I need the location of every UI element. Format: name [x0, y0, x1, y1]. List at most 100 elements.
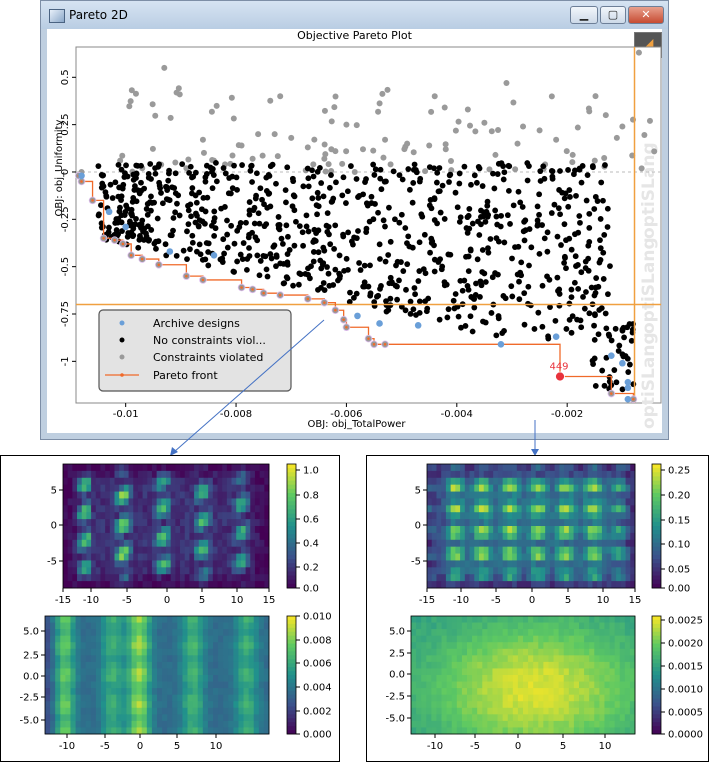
heatmap-cell — [238, 707, 244, 715]
feasible-point — [234, 186, 240, 193]
heatmap-cell — [172, 622, 178, 630]
heatmap-cell — [597, 567, 603, 575]
heatmap-cell — [540, 477, 546, 486]
feasible-point — [251, 220, 258, 227]
feasible-point — [320, 193, 327, 200]
heatmap-cell — [109, 512, 115, 520]
heatmap-cell — [553, 668, 560, 676]
feasible-point — [95, 212, 102, 219]
heatmap-cell — [65, 655, 71, 663]
heatmap-cell — [157, 642, 163, 650]
feasible-point — [561, 221, 568, 228]
heatmap-cell — [65, 707, 71, 715]
heatmap-cell — [65, 694, 71, 702]
heatmap-cell — [492, 694, 498, 702]
heatmap-cell — [441, 629, 448, 637]
heatmap-cell — [497, 655, 504, 663]
window-titlebar[interactable]: Pareto 2D ▁ ▢ ✕ — [41, 1, 668, 29]
feasible-point — [607, 263, 613, 269]
violated-point — [322, 151, 329, 158]
colorbar-cell — [287, 464, 296, 469]
heatmap-cell — [75, 648, 82, 656]
heatmap-cell — [197, 720, 204, 728]
colorbar-cell — [287, 706, 296, 711]
heatmap-cell — [467, 616, 473, 623]
heatmap-cell — [455, 477, 461, 486]
pareto-marker — [129, 253, 133, 257]
heatmap-cell — [65, 642, 71, 650]
heatmap-cell — [482, 688, 488, 696]
heatmap-cell — [488, 532, 494, 541]
heatmap-cell — [177, 642, 183, 650]
heatmap-cell — [236, 567, 242, 575]
heatmap-cell — [133, 567, 139, 575]
heatmap-cell — [131, 681, 138, 689]
heatmap-cell — [436, 635, 442, 643]
heatmap-cell — [549, 477, 556, 486]
heatmap-cell — [184, 553, 190, 561]
heatmap-cell — [137, 470, 143, 479]
feasible-point — [548, 210, 555, 216]
heatmap-cell — [121, 694, 127, 702]
heatmap-cell — [554, 470, 560, 479]
heatmap-cell — [133, 464, 139, 472]
heatmap-cell — [121, 635, 127, 643]
heatmap-cell — [523, 720, 529, 728]
heatmap-cell — [111, 616, 117, 623]
heatmap-cell — [162, 681, 168, 689]
heatmap-cell — [606, 546, 612, 554]
heatmap-cell — [263, 675, 270, 682]
heatmap-cell — [563, 635, 570, 643]
feasible-point — [434, 220, 440, 227]
heatmap-cell — [128, 560, 134, 568]
heatmap-cell — [248, 622, 255, 630]
heatmap-cell — [535, 512, 541, 520]
heatmap-cell — [549, 464, 556, 472]
heatmap-cell — [162, 694, 168, 702]
heatmap-cell — [147, 512, 153, 520]
maximize-button[interactable]: ▢ — [600, 6, 626, 24]
heatmap-cell — [573, 616, 580, 623]
feasible-point — [591, 311, 598, 318]
heatmap-cell — [426, 635, 432, 643]
minimize-button[interactable]: ▁ — [570, 6, 598, 24]
violated-point — [472, 128, 479, 135]
heatmap-cell — [587, 498, 593, 506]
feasible-point — [348, 163, 354, 169]
heatmap-cell — [620, 512, 626, 520]
heatmap-spots: -15 -10 -5 0 5 10 1550-50.250.200.150.100.050.… — [411, 463, 690, 606]
heatmap-cell — [243, 727, 250, 735]
heatmap-cell — [177, 707, 183, 715]
heatmap-cell — [250, 539, 256, 548]
heatmap-cell — [240, 464, 246, 472]
heatmap-cell — [630, 470, 636, 479]
heatmap-cell — [95, 648, 102, 656]
heatmap-cell — [492, 648, 498, 656]
heatmap-cell — [65, 629, 71, 637]
heatmap-cell — [240, 519, 246, 527]
heatmap-cell — [477, 616, 483, 623]
heatmap-cell — [45, 629, 51, 637]
feasible-point — [193, 210, 199, 217]
heatmap-cell — [106, 701, 112, 709]
heatmap-cell — [136, 668, 143, 676]
heatmap-cell — [55, 714, 61, 722]
heatmap-cell — [538, 701, 544, 709]
heatmap-cell — [609, 661, 616, 669]
heatmap-cell — [583, 512, 589, 520]
heatmap-cell — [172, 714, 178, 722]
heatmap-cell — [142, 574, 148, 582]
heatmap-cell — [121, 668, 127, 676]
feasible-point — [387, 274, 394, 281]
heatmap-cell — [507, 553, 513, 561]
heatmap-cell — [464, 464, 470, 472]
close-button[interactable]: ✕ — [628, 6, 664, 24]
heatmap-cell — [512, 675, 519, 682]
heatmap-cell — [521, 560, 527, 568]
feasible-point — [455, 313, 462, 320]
heatmap-cell — [166, 581, 172, 589]
pareto-marker — [121, 242, 125, 246]
heatmap-cell — [222, 484, 228, 492]
heatmap-cell — [218, 694, 224, 702]
